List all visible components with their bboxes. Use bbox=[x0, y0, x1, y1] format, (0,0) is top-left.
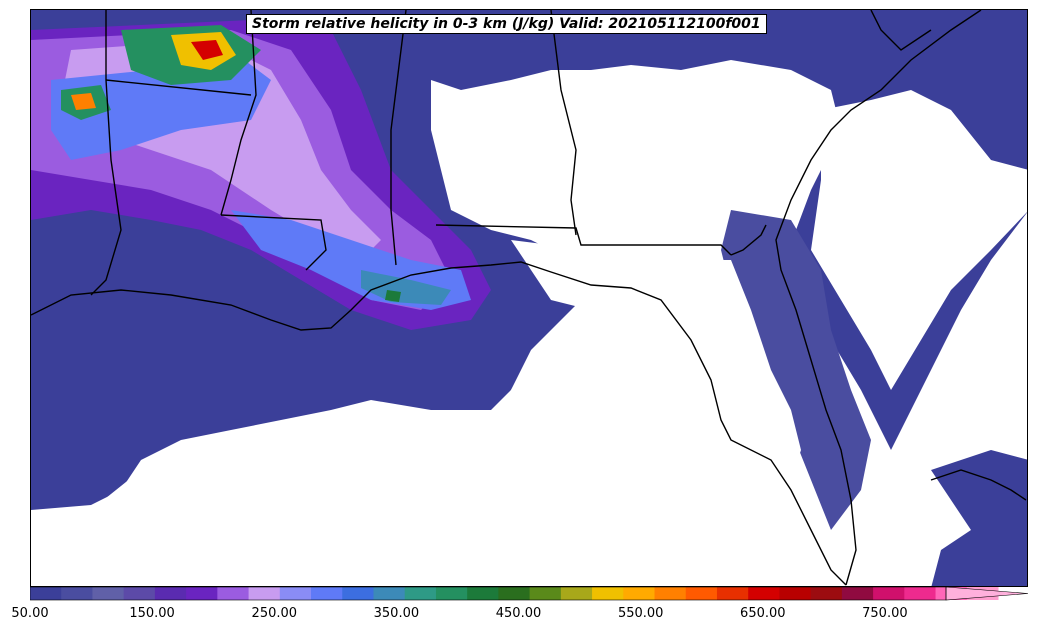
colorbar-tick-label: 750.00 bbox=[862, 606, 908, 621]
helicity-field-clear-florida bbox=[511, 240, 801, 480]
state-border-texas-louisiana bbox=[90, 10, 122, 296]
colorbar-tick-label: 650.00 bbox=[740, 606, 786, 621]
colorbar-cell bbox=[841, 587, 874, 600]
colorbar-tick-label: 550.00 bbox=[617, 606, 664, 621]
colorbar-cell bbox=[904, 587, 937, 600]
helicity-field-low-east bbox=[721, 210, 871, 530]
colorbar-cell bbox=[623, 587, 656, 600]
helicity-map bbox=[31, 10, 1027, 586]
coastline-florida-east bbox=[775, 10, 982, 586]
colorbar-cell bbox=[654, 587, 687, 600]
map-title: Storm relative helicity in 0-3 km (J/kg)… bbox=[246, 14, 767, 34]
state-border-louisiana-north bbox=[105, 79, 252, 96]
state-border-georgia-sc bbox=[870, 10, 932, 51]
colorbar-cell bbox=[748, 587, 780, 600]
colorbar-cell bbox=[373, 587, 406, 600]
colorbar-cell bbox=[467, 587, 499, 600]
helicity-field-low-se bbox=[931, 450, 1027, 586]
coastline-gulf bbox=[31, 261, 847, 586]
colorbar-cell bbox=[529, 587, 562, 600]
colorbar-cell bbox=[498, 587, 531, 600]
map-panel bbox=[30, 9, 1028, 587]
colorbar-cell bbox=[217, 587, 250, 600]
colorbar-cell bbox=[592, 587, 624, 600]
state-border-mississippi-alabama bbox=[390, 10, 407, 266]
colorbar-cell bbox=[404, 587, 437, 600]
helicity-field-clear-atlantic bbox=[811, 90, 1027, 390]
helicity-field-w-orange bbox=[71, 93, 96, 110]
colorbar-cell bbox=[685, 587, 718, 600]
helicity-field-green-core bbox=[385, 290, 401, 302]
state-border-louisiana-mississippi bbox=[220, 214, 327, 271]
helicity-field-teal bbox=[361, 270, 451, 305]
boundaries bbox=[31, 10, 1027, 586]
colorbar-cell bbox=[311, 587, 343, 600]
colorbar-cell bbox=[92, 587, 125, 600]
colorbar-cells bbox=[30, 587, 999, 600]
helicity-field-nw-red bbox=[191, 40, 223, 60]
state-border-georgia-florida bbox=[730, 224, 767, 256]
state-border-alabama-georgia bbox=[550, 10, 577, 236]
colorbar-cell bbox=[342, 587, 374, 600]
colorbar-cell bbox=[873, 587, 905, 600]
colorbar-cell bbox=[779, 587, 812, 600]
colorbar-cell bbox=[560, 587, 593, 600]
state-border-florida-panhandle bbox=[435, 224, 732, 256]
colorbar-cell bbox=[61, 587, 93, 600]
colorbar-cell bbox=[186, 587, 218, 600]
helicity-field-clear-gulf bbox=[31, 310, 789, 586]
colorbar-tick-label: 150.00 bbox=[129, 606, 175, 621]
colorbar-cell bbox=[248, 587, 281, 600]
colorbar-cell bbox=[716, 587, 749, 600]
colorbar-cell bbox=[435, 587, 468, 600]
colorbar-outline bbox=[30, 587, 947, 601]
colorbar-cell bbox=[279, 587, 312, 600]
colorbar-cell bbox=[123, 587, 156, 600]
colorbar-cell bbox=[810, 587, 843, 600]
colorbar-tick-label: 250.00 bbox=[251, 606, 298, 621]
colorbar-tick-label: 50.00 bbox=[11, 606, 49, 621]
colorbar-tick-label: 450.00 bbox=[495, 606, 542, 621]
colorbar bbox=[30, 587, 1029, 601]
colorbar-cell bbox=[30, 587, 62, 600]
bahamas-outline bbox=[930, 469, 1027, 501]
colorbar-cell bbox=[154, 587, 187, 600]
state-border-arkansas bbox=[220, 10, 257, 216]
colorbar-tick-label: 350.00 bbox=[373, 606, 420, 621]
